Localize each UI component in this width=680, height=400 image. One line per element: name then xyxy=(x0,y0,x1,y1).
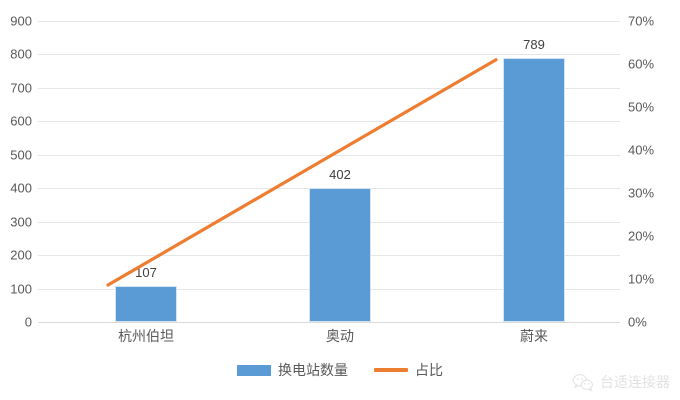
y-axis-left-tick: 200 xyxy=(10,247,32,263)
bar-data-label: 107 xyxy=(135,265,157,281)
y-axis-right-tick: 20% xyxy=(628,228,655,244)
x-axis-category-label: 杭州伯坦 xyxy=(118,328,174,344)
y-axis-right-tick: 0% xyxy=(628,314,647,330)
y-axis-left: 900 800 700 600 500 400 300 200 100 0 xyxy=(0,14,32,330)
chart-legend: 换电站数量 占比 xyxy=(0,360,680,380)
y-axis-right-tick: 70% xyxy=(628,13,655,29)
y-axis-right-tick: 60% xyxy=(628,56,655,72)
y-axis-right-tick: 40% xyxy=(628,142,655,158)
y-axis-left-tick: 400 xyxy=(10,180,32,196)
y-axis-left-tick: 500 xyxy=(10,147,32,163)
y-axis-right-tick: 30% xyxy=(628,185,655,201)
wechat-icon xyxy=(572,373,593,392)
percentage-line-path xyxy=(106,58,498,287)
y-axis-left-tick: 900 xyxy=(10,13,32,29)
y-axis-left-tick: 100 xyxy=(10,281,32,297)
y-axis-left-tick: 0 xyxy=(24,314,32,330)
legend-item-line-series[interactable]: 占比 xyxy=(374,360,443,380)
plot-area: 107 402 789 xyxy=(38,21,620,323)
bar-data-label: 402 xyxy=(329,166,351,182)
x-axis-category-label: 奥动 xyxy=(326,328,354,344)
x-axis-line xyxy=(38,322,620,323)
y-axis-right: 70% 60% 50% 40% 30% 20% 10% 0% xyxy=(628,14,676,330)
legend-label: 换电站数量 xyxy=(278,362,348,378)
legend-line-swatch-icon xyxy=(374,368,408,372)
y-axis-right-tick: 10% xyxy=(628,271,655,287)
bar-data-label: 789 xyxy=(523,37,545,53)
legend-label: 占比 xyxy=(415,362,443,378)
watermark: 台适连接器 xyxy=(572,372,670,392)
legend-bar-swatch-icon xyxy=(237,364,271,376)
y-axis-left-tick: 700 xyxy=(10,80,32,96)
watermark-text: 台适连接器 xyxy=(600,374,670,390)
gridline xyxy=(38,87,620,89)
gridline xyxy=(38,21,620,22)
y-axis-left-tick: 600 xyxy=(10,113,32,129)
bar-series-item[interactable] xyxy=(115,286,177,322)
bar-series-item[interactable] xyxy=(309,187,371,322)
x-axis-category-label: 蔚来 xyxy=(520,328,548,344)
legend-item-bar-series[interactable]: 换电站数量 xyxy=(237,360,348,380)
line-series xyxy=(106,58,498,287)
y-axis-left-tick: 300 xyxy=(10,214,32,230)
y-axis-right-tick: 50% xyxy=(628,99,655,115)
y-axis-left-tick: 800 xyxy=(10,46,32,62)
gridline xyxy=(38,54,620,56)
gridline xyxy=(38,121,620,123)
x-axis-labels: 杭州伯坦 奥动 蔚来 xyxy=(38,326,620,352)
bar-series-item[interactable] xyxy=(503,58,565,322)
